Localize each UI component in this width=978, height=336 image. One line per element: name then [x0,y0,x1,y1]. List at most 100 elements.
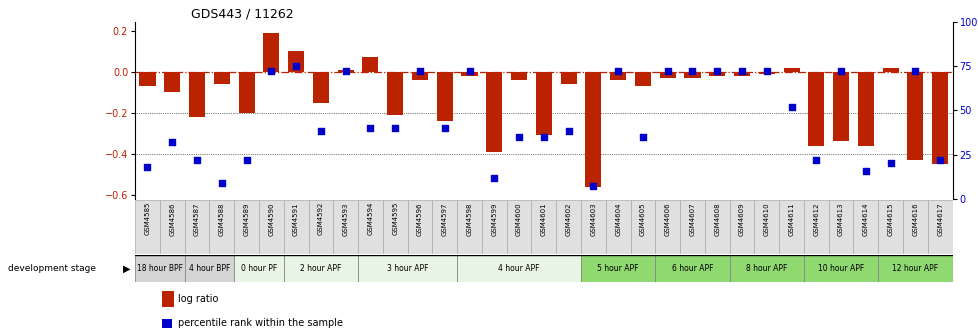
Text: 8 hour APF: 8 hour APF [745,264,786,273]
Bar [877,200,902,254]
Text: GSM4592: GSM4592 [318,202,324,236]
Bar [634,72,650,86]
Text: 6 hour APF: 6 hour APF [671,264,713,273]
Point [387,125,403,131]
Bar [185,255,234,282]
Text: GSM4608: GSM4608 [714,202,720,236]
Text: 4 hour APF: 4 hour APF [498,264,539,273]
Point [560,129,576,134]
Point [857,168,872,173]
Text: GSM4590: GSM4590 [268,202,274,236]
Point [684,69,699,74]
Bar [284,255,358,282]
Point [486,175,502,180]
Bar [164,72,180,92]
Point [585,184,600,189]
Point [337,69,353,74]
Bar [877,255,952,282]
Text: 2 hour APF: 2 hour APF [300,264,341,273]
Bar [704,200,729,254]
Point [734,69,749,74]
Bar [803,255,877,282]
Point [832,69,848,74]
Text: development stage: development stage [8,264,96,273]
Text: GSM4611: GSM4611 [787,202,794,236]
Point [263,69,279,74]
Bar [630,200,654,254]
Bar [263,33,279,72]
Text: GSM4586: GSM4586 [169,202,175,236]
Bar [185,200,209,254]
Bar [333,200,358,254]
Text: GDS443 / 11262: GDS443 / 11262 [191,7,293,20]
Bar [486,72,502,152]
Bar [288,51,304,72]
Bar [535,72,552,135]
Bar [531,200,556,254]
Bar [481,200,507,254]
Point [609,69,625,74]
Point [511,134,526,139]
Bar [832,72,848,141]
Point [635,134,650,139]
Point [536,134,552,139]
Bar [808,72,823,145]
Bar [135,255,185,282]
Bar [209,200,234,254]
Bar [556,200,580,254]
Bar [159,200,185,254]
Bar [313,72,329,102]
Text: GSM4605: GSM4605 [640,202,645,236]
Bar [758,72,774,74]
Point [214,180,230,185]
Bar [902,200,927,254]
Bar [659,72,675,78]
Bar [358,255,457,282]
Bar [436,72,453,121]
Text: 18 hour BPF: 18 hour BPF [137,264,183,273]
Bar [358,200,382,254]
Bar [560,72,576,84]
Text: GSM4602: GSM4602 [565,202,571,236]
Bar [708,72,725,76]
Bar [803,200,827,254]
Bar [654,200,680,254]
Bar [778,200,803,254]
Point [140,164,156,170]
Bar [511,72,526,80]
Bar [461,72,477,76]
Bar [308,200,333,254]
Text: GSM4597: GSM4597 [441,202,447,236]
Point [288,63,303,69]
Point [659,69,675,74]
Text: GSM4595: GSM4595 [392,202,398,236]
Text: GSM4603: GSM4603 [590,202,596,236]
Bar [827,200,853,254]
Point [808,157,823,163]
Bar [457,200,481,254]
Bar [337,70,353,72]
Point [783,104,799,109]
Text: GSM4588: GSM4588 [218,202,225,236]
Text: GSM4604: GSM4604 [614,202,620,236]
Bar [927,200,952,254]
Point [758,69,774,74]
Text: GSM4600: GSM4600 [515,202,521,236]
Point [882,161,898,166]
Bar [259,200,284,254]
Text: GSM4606: GSM4606 [664,202,670,236]
Bar [284,200,308,254]
Bar [585,72,600,186]
Text: log ratio: log ratio [178,294,218,304]
Bar [412,72,427,80]
Point [709,69,725,74]
Point [313,129,329,134]
Text: 10 hour APF: 10 hour APF [818,264,864,273]
Text: GSM4615: GSM4615 [887,202,893,236]
Text: 12 hour APF: 12 hour APF [891,264,938,273]
Bar [734,72,749,76]
Bar [362,57,378,72]
Bar [432,200,457,254]
Point [907,69,922,74]
Text: GSM4599: GSM4599 [491,202,497,236]
